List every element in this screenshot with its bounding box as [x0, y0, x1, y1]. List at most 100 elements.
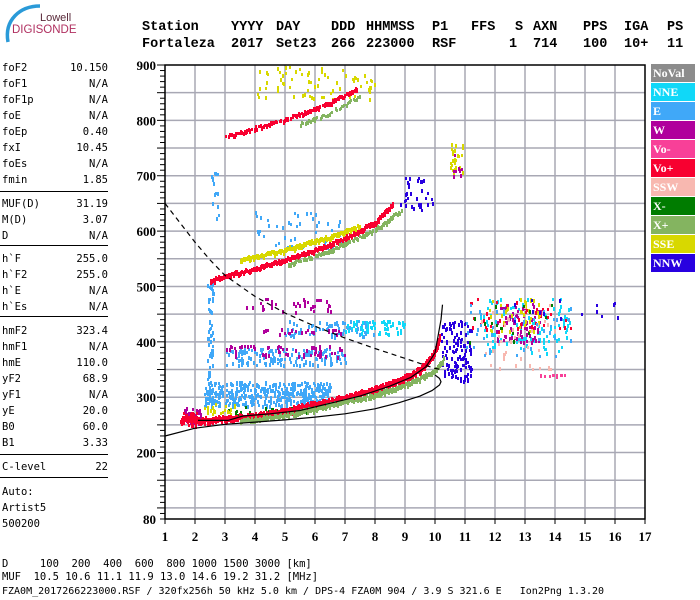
echo-point: [565, 331, 567, 334]
echo-point: [308, 394, 310, 397]
echo-point: [495, 320, 497, 324]
trace-point: [371, 387, 373, 394]
echo-point: [315, 328, 317, 332]
echo-point: [293, 389, 295, 392]
echo-point: [305, 362, 307, 365]
echo-point: [532, 310, 534, 314]
echo-point: [321, 358, 323, 362]
echo-point: [296, 324, 298, 327]
echo-point: [601, 315, 603, 318]
echo-point: [455, 375, 457, 379]
echo-point: [236, 392, 238, 396]
echo-point: [216, 173, 218, 176]
trace-point: [318, 107, 320, 112]
param-row-foe: foE N/A: [2, 108, 108, 124]
echo-point: [209, 388, 211, 391]
echo-point: [286, 348, 288, 351]
trace-point: [256, 418, 258, 423]
echo-point: [387, 327, 389, 331]
echo-point: [229, 402, 231, 405]
echo-point: [251, 404, 253, 407]
echo-point: [363, 335, 365, 339]
echo-point: [207, 393, 209, 396]
echo-point: [301, 331, 303, 335]
param-name: hmE: [2, 357, 21, 369]
echo-point: [467, 373, 469, 376]
echo-point: [249, 395, 251, 399]
echo-point: [369, 98, 371, 102]
header-label: FFS: [471, 20, 496, 35]
trace-point: [340, 231, 342, 235]
echo-point: [268, 354, 270, 358]
echo-point: [294, 212, 296, 215]
echo-point: [494, 333, 496, 337]
echo-point: [262, 348, 264, 351]
param-value: 60.0: [82, 421, 108, 433]
echo-point: [276, 225, 278, 228]
echo-point: [275, 387, 277, 391]
echo-point: [458, 167, 460, 171]
echo-point: [454, 149, 456, 153]
echo-point: [291, 78, 293, 81]
trace-point: [301, 410, 303, 415]
echo-point: [467, 361, 469, 364]
header-label: P1: [432, 20, 449, 35]
header-value: 1: [509, 37, 518, 52]
echo-point: [296, 364, 298, 367]
trace-point: [225, 135, 227, 138]
trace-point: [369, 230, 371, 234]
echo-point: [259, 70, 261, 74]
auto-scaling-info: 500200: [2, 516, 108, 532]
header-label: YYYY: [231, 20, 264, 35]
trace-point: [214, 279, 216, 285]
echo-point: [288, 399, 290, 402]
echo-point: [239, 381, 241, 384]
echo-point: [243, 391, 245, 394]
echo-point: [549, 304, 551, 307]
param-row-hme: hmE 110.0: [2, 355, 108, 371]
param-name: foEs: [2, 158, 28, 170]
echo-point: [236, 410, 238, 413]
echo-point: [548, 366, 550, 369]
echo-point: [526, 340, 528, 343]
separator: [0, 245, 108, 246]
echo-point: [358, 320, 360, 323]
echo-point: [373, 333, 375, 337]
trace-point: [245, 418, 247, 423]
trace-point: [361, 389, 363, 396]
echo-point: [531, 341, 533, 345]
echo-point: [352, 78, 354, 81]
echo-point: [244, 397, 246, 400]
echo-point: [277, 86, 279, 89]
echo-point: [210, 327, 212, 330]
trace-point: [326, 237, 328, 242]
echo-point: [397, 331, 399, 335]
echo-point: [192, 408, 194, 411]
echo-point: [539, 367, 541, 370]
echo-point: [445, 354, 447, 357]
trace-point: [300, 124, 302, 128]
echo-point: [553, 318, 555, 321]
echo-point: [254, 347, 256, 351]
echo-point: [529, 326, 531, 329]
echo-point: [501, 330, 503, 333]
echo-point: [209, 386, 211, 389]
trace-point: [340, 401, 342, 406]
echo-point: [472, 326, 474, 330]
echo-point: [218, 401, 220, 404]
param-value: 3.33: [82, 437, 108, 449]
echo-point: [561, 346, 563, 349]
trace-point: [280, 412, 282, 418]
echo-point: [196, 409, 198, 413]
echo-point: [483, 319, 485, 323]
trace-point: [230, 274, 232, 279]
echo-point: [285, 390, 287, 393]
echo-point: [286, 393, 288, 396]
echo-point: [278, 386, 280, 389]
param-row-fmin: fmin 1.85: [2, 172, 108, 188]
echo-point: [554, 336, 556, 340]
echo-point: [564, 374, 566, 377]
echo-point: [331, 333, 333, 336]
echo-point: [427, 192, 429, 195]
echo-point: [303, 353, 305, 357]
